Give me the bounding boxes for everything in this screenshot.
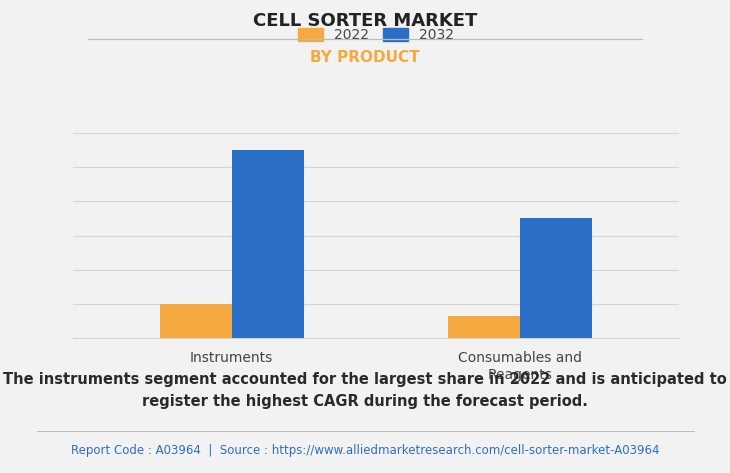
Bar [520,219,592,338]
Legend: 2022, 2032: 2022, 2032 [292,23,460,48]
Text: Report Code : A03964  |  Source : https://www.alliedmarketresearch.com/cell-sort: Report Code : A03964 | Source : https://… [71,444,659,457]
Text: CELL SORTER MARKET: CELL SORTER MARKET [253,12,477,30]
Text: BY PRODUCT: BY PRODUCT [310,50,420,65]
Bar [448,316,520,338]
Bar [231,150,304,338]
Text: The instruments segment accounted for the largest share in 2022 and is anticipat: The instruments segment accounted for th… [3,372,727,409]
Bar [160,304,231,338]
